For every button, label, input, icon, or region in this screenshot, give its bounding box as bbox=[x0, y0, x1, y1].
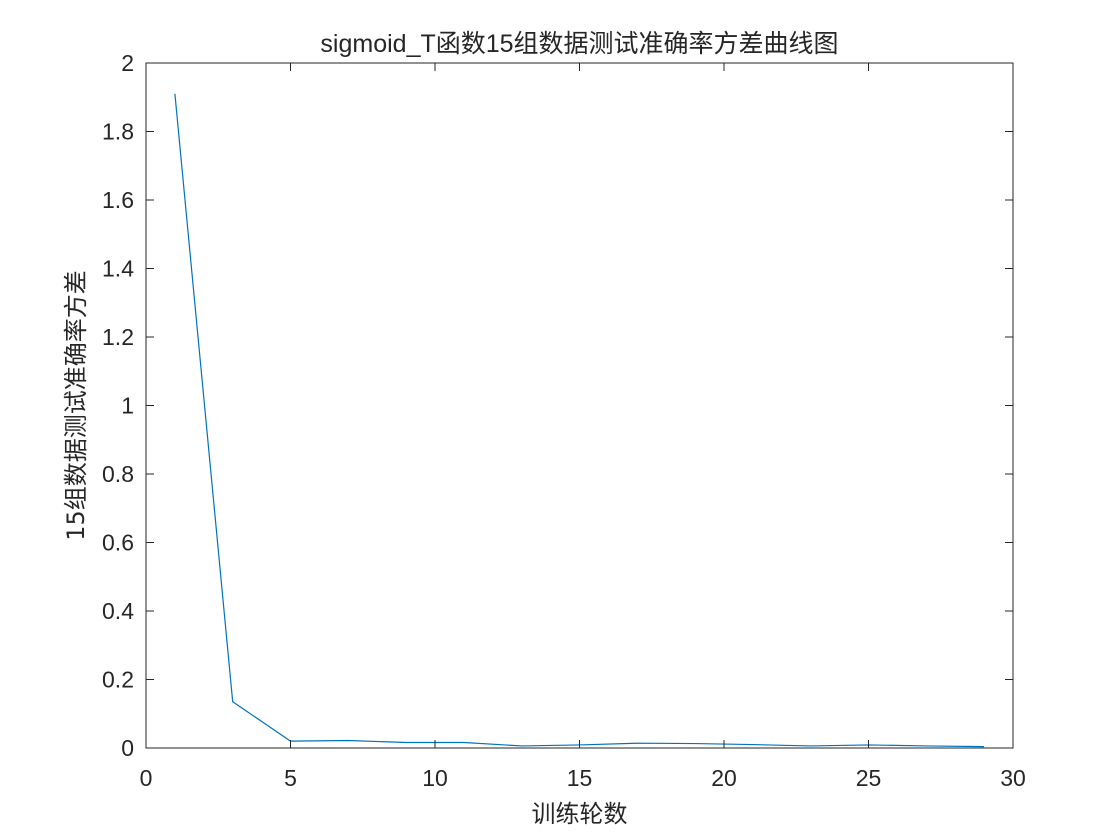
x-axis-label: 训练轮数 bbox=[532, 800, 628, 828]
y-tick-label: 0.6 bbox=[102, 530, 134, 556]
y-tick-label: 1.8 bbox=[102, 119, 134, 145]
y-axis-label: 15组数据测试准确率方差 bbox=[62, 270, 90, 541]
x-tick-label: 10 bbox=[422, 765, 448, 791]
x-tick-label: 25 bbox=[856, 765, 882, 791]
x-tick-label: 30 bbox=[1000, 765, 1026, 791]
y-tick-label: 1.6 bbox=[102, 187, 134, 213]
y-tick-label: 1.4 bbox=[102, 256, 134, 282]
plot-area bbox=[146, 63, 1013, 748]
x-tick-label: 15 bbox=[567, 765, 593, 791]
y-tick-label: 1.2 bbox=[102, 324, 134, 350]
y-tick-label: 0.4 bbox=[102, 598, 134, 624]
x-tick-label: 20 bbox=[711, 765, 737, 791]
y-tick-label: 2 bbox=[121, 50, 134, 76]
y-tick-label: 1 bbox=[121, 393, 134, 419]
axes-layer: 0 5 10 15 20 25 30 0 0.2 0.4 0.6 0.8 1 1.2 1.4 1.6 1.8 2 bbox=[102, 50, 1026, 791]
y-tick-label: 0 bbox=[121, 735, 134, 761]
y-tick-label: 0.8 bbox=[102, 461, 134, 487]
chart-title: sigmoid_T函数15组数据测试准确率方差曲线图 bbox=[320, 30, 838, 58]
x-tick-label: 5 bbox=[284, 765, 297, 791]
y-tick-label: 0.2 bbox=[102, 667, 134, 693]
x-tick-label: 0 bbox=[140, 765, 153, 791]
